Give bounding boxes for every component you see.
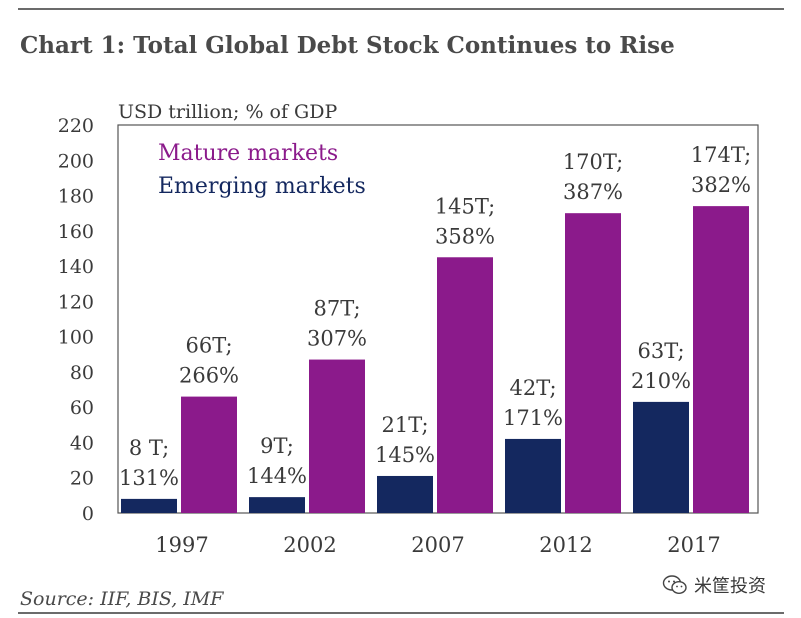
data-label-mature-2007-pct: 358% <box>435 224 495 248</box>
y-tick-label: 200 <box>58 150 94 172</box>
x-tick-label-2007: 2007 <box>411 533 464 557</box>
data-label-mature-2012-amount: 170T; <box>563 150 623 174</box>
y-tick-label: 180 <box>58 186 94 208</box>
data-label-emerging-2007-amount: 21T; <box>381 413 428 437</box>
data-label-emerging-2012-amount: 42T; <box>509 376 556 400</box>
y-axis-label: USD trillion; % of GDP <box>118 101 337 123</box>
data-label-emerging-1997-pct: 131% <box>119 466 179 490</box>
bar-emerging-2017 <box>633 401 689 513</box>
data-label-mature-2002-pct: 307% <box>307 327 367 351</box>
bar-emerging-2007 <box>377 475 433 513</box>
y-tick-label: 0 <box>82 503 94 525</box>
data-label-emerging-2017-amount: 63T; <box>637 339 684 363</box>
y-tick-label: 20 <box>70 468 94 490</box>
watermark: 米筐投资 <box>662 572 766 598</box>
wechat-icon <box>662 575 687 595</box>
y-tick-label: 100 <box>58 327 94 349</box>
x-tick-label-2017: 2017 <box>667 533 720 557</box>
y-tick-label: 160 <box>58 221 94 243</box>
data-label-mature-2012-pct: 387% <box>563 180 623 204</box>
x-tick-label-2002: 2002 <box>283 533 336 557</box>
x-tick-label-1997: 1997 <box>155 533 208 557</box>
bar-emerging-1997 <box>121 498 177 513</box>
bottom-rule <box>18 612 784 614</box>
y-tick-label: 80 <box>70 362 94 384</box>
y-tick-label: 140 <box>58 256 94 278</box>
legend-mature-markets: Mature markets <box>158 141 338 166</box>
source-note: Source: IIF, BIS, IMF <box>20 588 224 610</box>
data-label-emerging-2017-pct: 210% <box>631 369 691 393</box>
chart-title: Chart 1: Total Global Debt Stock Continu… <box>20 32 675 59</box>
data-label-mature-1997-pct: 266% <box>179 364 239 388</box>
data-label-emerging-2002-amount: 9T; <box>260 434 294 458</box>
y-tick-label: 40 <box>70 432 94 454</box>
bar-mature-2017 <box>693 206 749 514</box>
y-tick-label: 220 <box>58 115 94 137</box>
data-label-emerging-1997-amount: 8 T; <box>129 436 169 460</box>
data-label-mature-2007-amount: 145T; <box>435 194 495 218</box>
bar-mature-1997 <box>181 396 237 513</box>
data-label-mature-2002-amount: 87T; <box>313 297 360 321</box>
data-label-mature-1997-amount: 66T; <box>185 334 232 358</box>
bar-mature-2007 <box>437 257 493 513</box>
data-label-emerging-2002-pct: 144% <box>247 464 307 488</box>
bar-emerging-2002 <box>249 497 305 513</box>
data-label-emerging-2012-pct: 171% <box>503 406 563 430</box>
data-label-emerging-2007-pct: 145% <box>375 443 435 467</box>
watermark-text: 米筐投资 <box>694 576 766 597</box>
bar-mature-2012 <box>565 213 621 513</box>
y-tick-label: 120 <box>58 291 94 313</box>
data-label-mature-2017-pct: 382% <box>691 173 751 197</box>
bar-emerging-2012 <box>505 438 561 513</box>
bar-mature-2002 <box>309 359 365 513</box>
top-rule <box>18 8 784 10</box>
legend-emerging-markets: Emerging markets <box>158 174 366 199</box>
x-tick-label-2012: 2012 <box>539 533 592 557</box>
y-tick-label: 60 <box>70 397 94 419</box>
data-label-mature-2017-amount: 174T; <box>691 143 751 167</box>
